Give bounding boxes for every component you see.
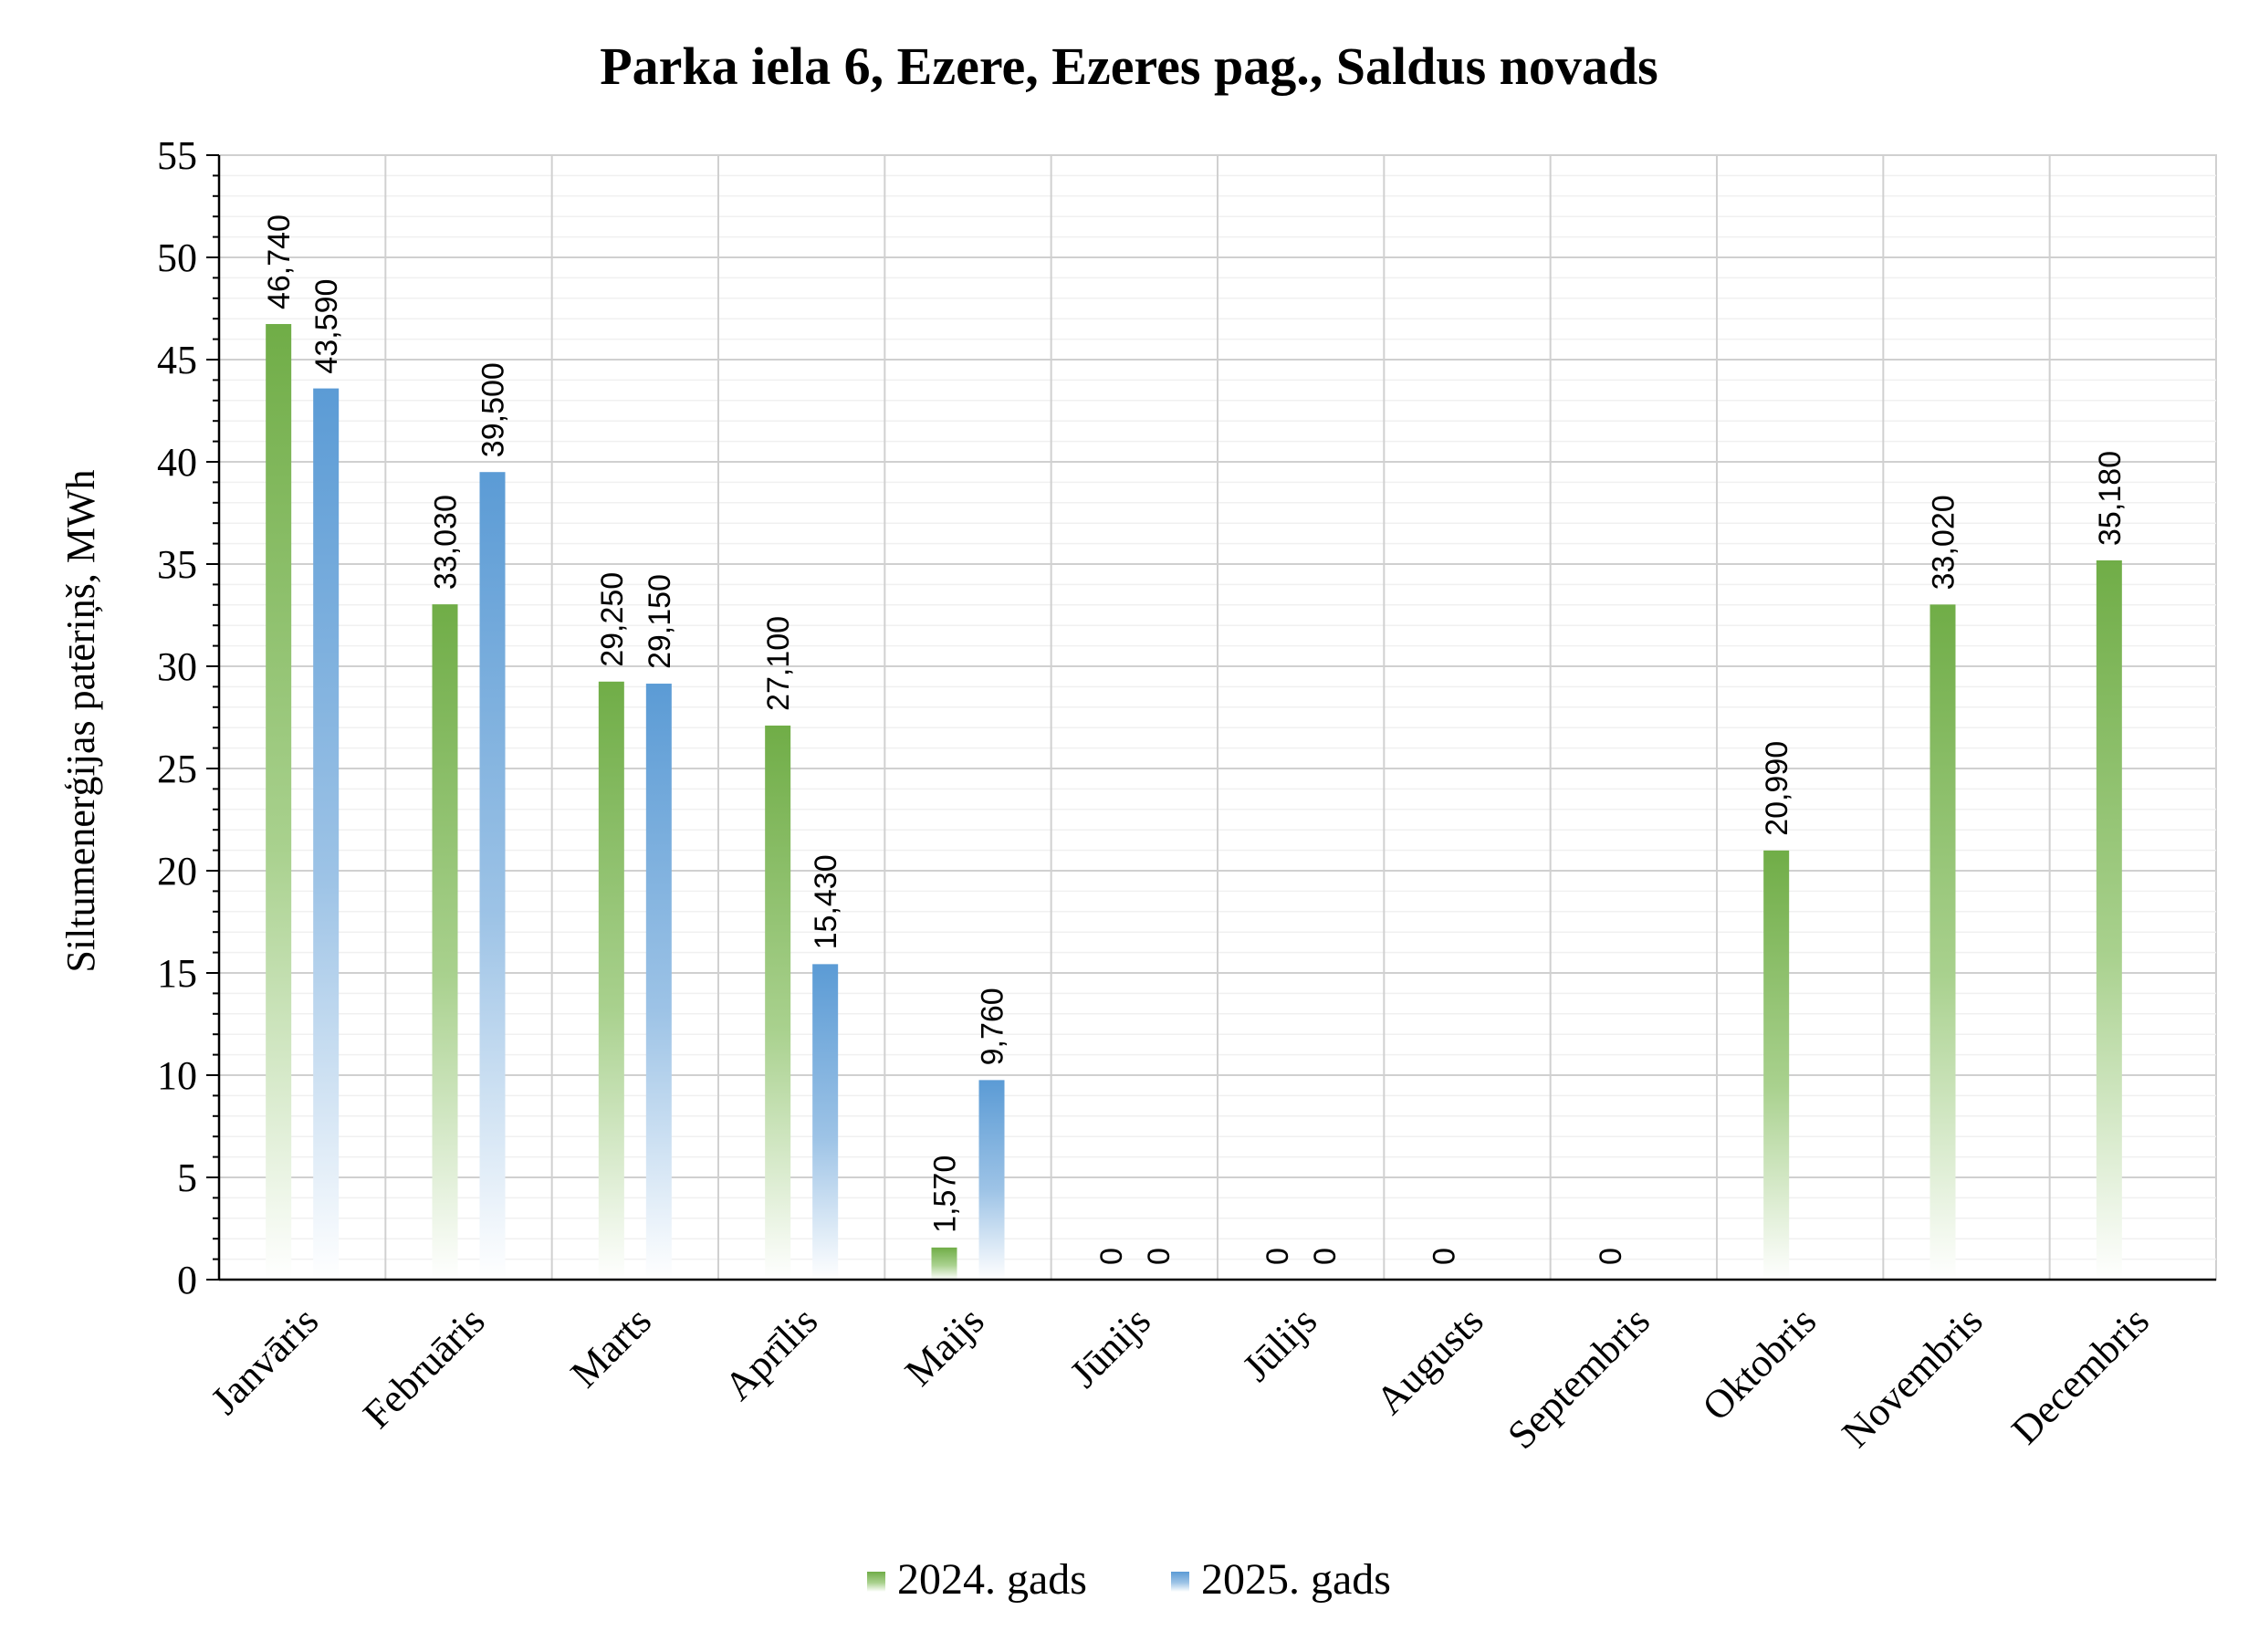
y-tick-label: 50 [157, 235, 197, 280]
x-tick-label: Aprīlis [716, 1298, 826, 1408]
data-label: 43,590 [309, 279, 344, 374]
x-tick-label: Februāris [354, 1298, 493, 1437]
data-label: 33,030 [429, 495, 464, 590]
y-tick-label: 55 [157, 133, 197, 178]
y-tick-label: 40 [157, 440, 197, 485]
gridlines [218, 154, 2217, 1281]
data-label: 15,430 [809, 854, 843, 949]
data-label: 39,500 [476, 362, 511, 457]
data-label: 0 [1594, 1248, 1628, 1265]
y-tick-label: 35 [157, 542, 197, 587]
legend-label: 2024. gads [897, 1555, 1087, 1604]
data-label: 46,740 [262, 214, 297, 309]
y-tick-label: 5 [177, 1155, 197, 1200]
x-tick-label: Septembris [1499, 1298, 1658, 1458]
bar [931, 1247, 957, 1280]
x-tick-label: Augusts [1367, 1298, 1492, 1423]
data-label: 0 [1094, 1248, 1129, 1265]
x-tick-label: Oktobris [1694, 1298, 1825, 1429]
data-label: 27,100 [761, 616, 796, 711]
y-tick-label: 15 [157, 951, 197, 996]
data-label: 9,760 [976, 988, 1010, 1065]
data-label: 29,250 [595, 572, 630, 667]
y-tick-label: 30 [157, 644, 197, 689]
chart-title: Parka iela 6, Ezere, Ezeres pag., Saldus… [600, 37, 1658, 96]
bar [765, 725, 791, 1280]
x-tick-label: Maijs [896, 1298, 993, 1395]
x-tick-label: Jūnijs [1062, 1298, 1159, 1396]
data-label: 35,180 [2093, 451, 2128, 546]
data-label: 0 [1142, 1248, 1177, 1265]
legend-label: 2025. gads [1201, 1555, 1391, 1604]
data-label: 0 [1260, 1248, 1295, 1265]
bar [1930, 604, 1956, 1280]
legend-swatch [1171, 1572, 1189, 1592]
data-label: 0 [1428, 1248, 1462, 1265]
y-tick-label: 0 [177, 1258, 197, 1302]
x-tick-label: Janvāris [203, 1298, 328, 1423]
y-axis-label: Siltumenerģijas patēriņš, MWh [58, 469, 103, 972]
data-label: 29,150 [643, 574, 677, 669]
data-label: 0 [1308, 1248, 1343, 1265]
data-label: 20,990 [1760, 741, 1794, 836]
y-tick-label: 45 [157, 338, 197, 382]
y-tick-label: 10 [157, 1053, 197, 1098]
bar [2096, 559, 2122, 1280]
x-tick-label: Decembris [2003, 1298, 2157, 1452]
x-tick-label: Marts [562, 1298, 660, 1396]
legend: 2024. gads 2025. gads [867, 1555, 1391, 1604]
x-tick-label: Novembris [1834, 1298, 1992, 1456]
bar [266, 324, 292, 1281]
bar [978, 1080, 1005, 1280]
bar [313, 388, 340, 1281]
y-tick-label: 25 [157, 747, 197, 791]
legend-swatch [867, 1572, 885, 1592]
bar [812, 964, 839, 1280]
bar [1763, 850, 1790, 1280]
x-tick-label: Jūlijs [1234, 1298, 1325, 1389]
y-tick-label: 20 [157, 849, 197, 894]
bar [645, 684, 672, 1280]
bar [432, 604, 458, 1280]
data-label: 1,570 [928, 1155, 963, 1233]
bar [479, 472, 506, 1280]
bars [266, 324, 2122, 1281]
data-label: 33,020 [1927, 495, 1961, 590]
bar [598, 681, 624, 1280]
